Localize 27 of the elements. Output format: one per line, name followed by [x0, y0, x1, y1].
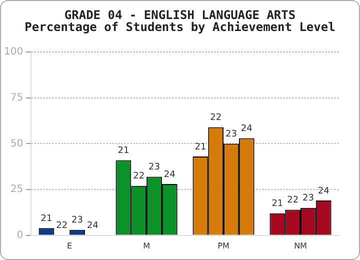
text: 24: [86, 221, 98, 232]
text: 24: [164, 170, 176, 180]
y-tick-label: 50: [10, 138, 24, 150]
series-label: 24: [318, 186, 330, 196]
chart-title: GRADE 04 - ENGLISH LANGUAGE ARTS: [63, 8, 297, 22]
chart-subtitle: Percentage of Students by Achievement Level: [24, 20, 336, 34]
text: 22: [56, 221, 68, 232]
x-tick-label: PM: [218, 241, 230, 250]
y-tick-label: 100: [4, 46, 24, 58]
y-tick-label: 75: [10, 92, 24, 104]
text: 21: [118, 146, 130, 156]
text: 22: [133, 172, 145, 182]
text: 21: [40, 214, 52, 224]
y-tick-label: 25: [10, 184, 24, 196]
x-tick-label: E: [67, 241, 72, 250]
text: 24: [240, 124, 252, 134]
series-label: 21: [272, 199, 284, 210]
text: 23: [148, 162, 160, 173]
y-tick-label: 0: [16, 230, 24, 241]
text: 23: [226, 130, 237, 140]
text: 23: [72, 216, 83, 226]
text: 21: [194, 142, 206, 152]
x-tick-label: M: [143, 241, 150, 250]
x-tick-label: NM: [294, 241, 308, 250]
series-label: 23: [302, 194, 314, 204]
text: 22: [287, 196, 299, 206]
series-label: 22: [210, 113, 222, 124]
